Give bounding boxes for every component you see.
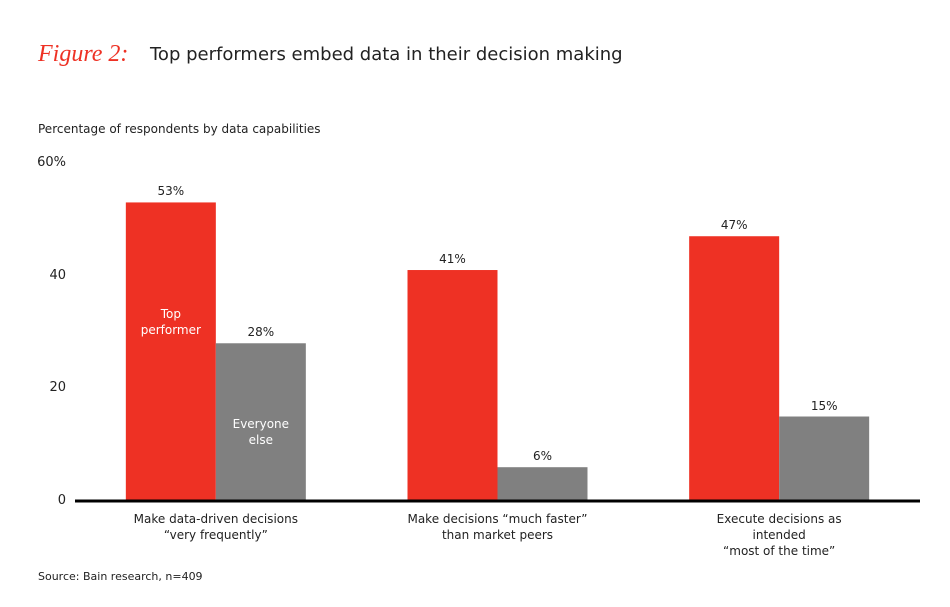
bar xyxy=(689,236,780,501)
y-tick-label: 60% xyxy=(37,155,66,170)
y-axis-label: Percentage of respondents by data capabi… xyxy=(38,122,321,136)
data-label: 6% xyxy=(532,449,553,464)
y-tick-label: 0 xyxy=(57,493,66,508)
y-tick-label: 20 xyxy=(49,380,66,396)
legend-label: Everyone else xyxy=(232,417,290,448)
figure-label: Figure 2: xyxy=(38,41,129,67)
bar xyxy=(779,416,870,501)
data-label: 41% xyxy=(439,252,466,267)
data-label: 15% xyxy=(810,398,838,413)
data-label: 47% xyxy=(720,218,748,233)
bar xyxy=(407,270,498,501)
y-tick-label: 40 xyxy=(49,267,66,283)
bar xyxy=(215,343,306,501)
legend-label: Top performer xyxy=(140,306,201,337)
data-label: 53% xyxy=(157,184,185,199)
bar xyxy=(125,202,216,501)
data-label: 28% xyxy=(247,325,275,340)
x-tick-label: Execute decisions as intended “most of t… xyxy=(716,512,842,558)
chart-title: Top performers embed data in their decis… xyxy=(150,44,623,65)
x-tick-label: Make decisions “much faster” than market… xyxy=(407,512,588,542)
x-tick-label: Make data-driven decisions “very frequen… xyxy=(133,512,298,542)
source: Source: Bain research, n=409 xyxy=(38,570,203,583)
bar xyxy=(497,467,588,501)
